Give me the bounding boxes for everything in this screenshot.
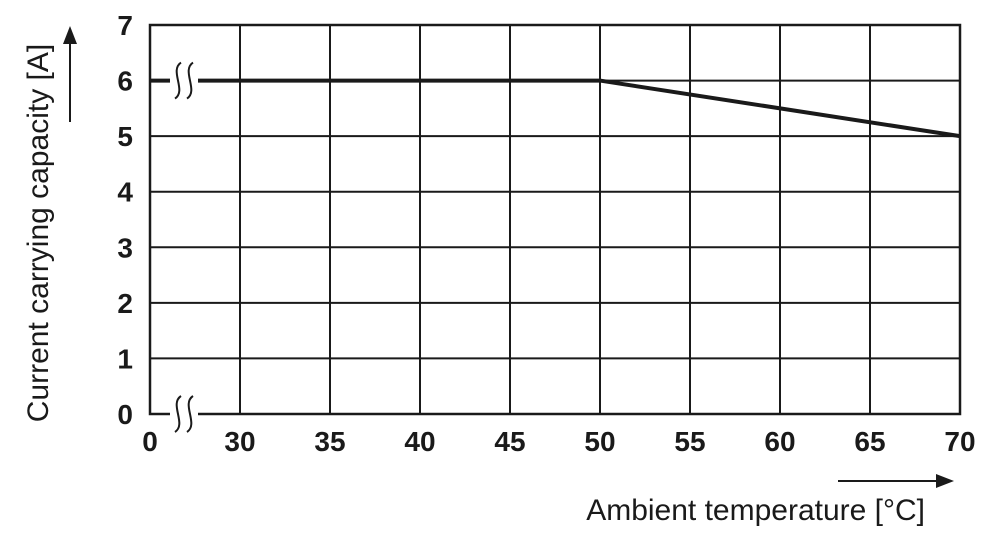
- y-axis-title-group: Current carrying capacity [A]: [22, 26, 77, 422]
- x-tick-label: 60: [764, 426, 795, 457]
- x-tick-label: 40: [404, 426, 435, 457]
- y-tick-label: 1: [117, 343, 133, 374]
- plot-frame: [148, 23, 962, 416]
- y-tick-label: 4: [117, 177, 133, 208]
- x-tick-label: 30: [224, 426, 255, 457]
- series-line: [150, 78, 961, 139]
- series-layer: [150, 78, 961, 139]
- y-tick-labels: 0 1 2 3 4 5 6 7: [117, 10, 133, 430]
- series-break-mark: [170, 61, 198, 100]
- x-axis-arrow-head: [936, 474, 954, 488]
- y-axis-arrow-head: [63, 26, 77, 44]
- x-tick-label: 50: [584, 426, 615, 457]
- y-tick-label: 2: [117, 288, 133, 319]
- x-tick-label: 55: [674, 426, 705, 457]
- x-axis-break-mark: [170, 395, 198, 433]
- axis-breaks: [170, 61, 198, 433]
- x-axis-title-group: Ambient temperature [°C]: [586, 474, 954, 527]
- y-tick-label: 7: [117, 10, 133, 41]
- grid-lines: [150, 25, 960, 414]
- x-tick-label: 70: [944, 426, 975, 457]
- y-tick-label: 6: [117, 66, 133, 97]
- x-tick-label: 0: [142, 426, 158, 457]
- x-tick-label: 45: [494, 426, 525, 457]
- x-axis-title: Ambient temperature [°C]: [586, 494, 925, 527]
- y-axis-title: Current carrying capacity [A]: [22, 44, 55, 422]
- x-tick-label: 65: [854, 426, 885, 457]
- y-tick-label: 5: [117, 121, 133, 152]
- y-tick-label: 0: [117, 399, 133, 430]
- y-tick-label: 3: [117, 232, 133, 263]
- x-tick-label: 35: [314, 426, 345, 457]
- x-tick-labels: 0 30 35 40 45 50 55 60 65 70: [142, 426, 975, 457]
